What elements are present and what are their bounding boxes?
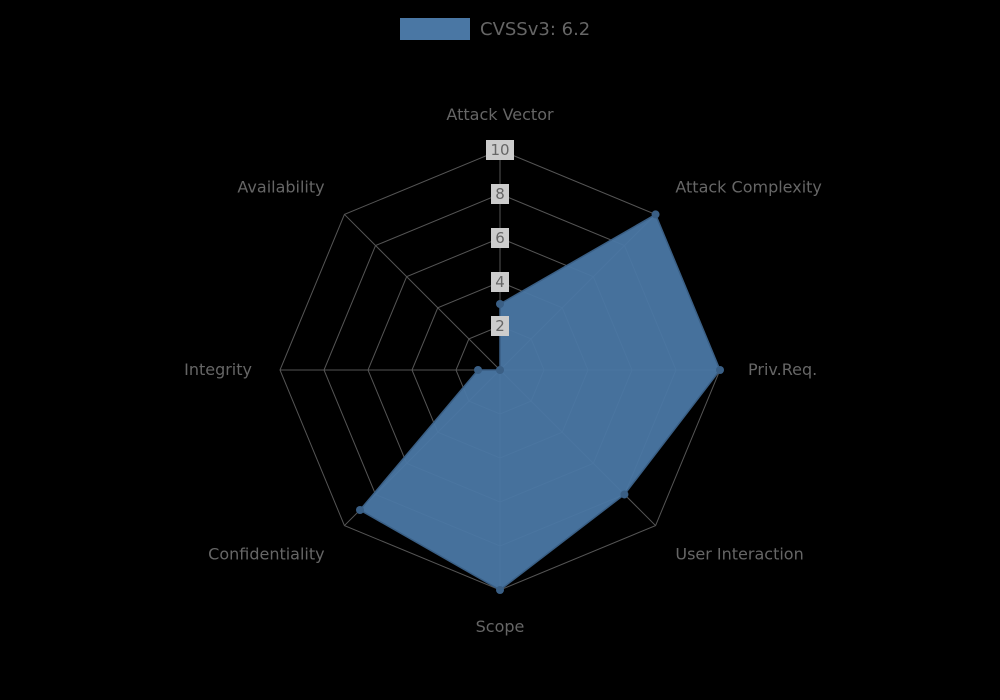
data-point bbox=[620, 490, 628, 498]
data-point bbox=[652, 210, 660, 218]
tick-label: 2 bbox=[495, 317, 505, 335]
legend-label: CVSSv3: 6.2 bbox=[480, 19, 590, 40]
tick-label: 6 bbox=[495, 229, 505, 247]
data-point bbox=[496, 586, 504, 594]
axis-label: Integrity bbox=[184, 360, 252, 379]
data-point bbox=[716, 366, 724, 374]
axis-label: User Interaction bbox=[675, 544, 803, 563]
radar-chart-container: 2 4 6 8 10 Attack Vector Attack Complexity Priv… bbox=[0, 0, 1000, 700]
axis-label: Availability bbox=[237, 178, 324, 197]
data-point bbox=[474, 366, 482, 374]
axis-label: Attack Vector bbox=[446, 105, 554, 124]
axis-label: Attack Complexity bbox=[675, 178, 822, 197]
tick-label: 4 bbox=[495, 273, 505, 291]
axis-label: Confidentiality bbox=[208, 544, 324, 563]
axis-label: Priv.Req. bbox=[748, 360, 817, 379]
legend-swatch bbox=[400, 18, 470, 40]
axis-label: Scope bbox=[476, 617, 525, 636]
tick-label: 10 bbox=[490, 141, 509, 159]
data-point bbox=[496, 366, 504, 374]
tick-label: 8 bbox=[495, 185, 505, 203]
data-point bbox=[496, 300, 504, 308]
radar-chart-svg: 2 4 6 8 10 Attack Vector Attack Complexity Priv… bbox=[0, 0, 1000, 700]
data-point bbox=[356, 506, 364, 514]
